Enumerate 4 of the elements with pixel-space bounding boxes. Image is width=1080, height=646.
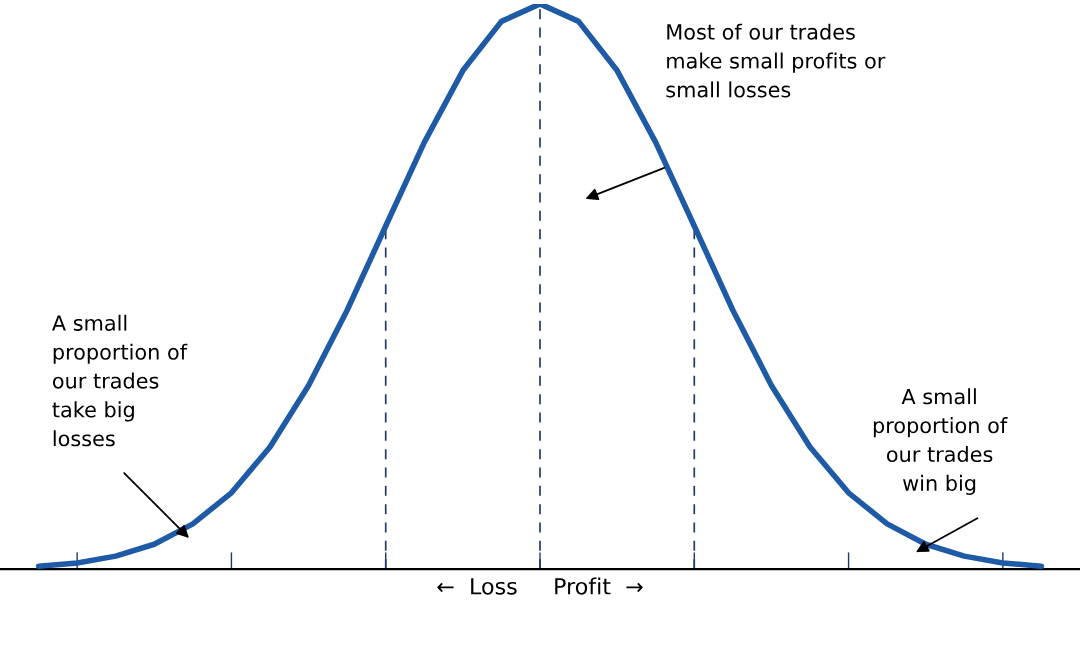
annotation: Most of our trades make small profits or small losses <box>666 23 886 98</box>
x-axis-title: ← Loss Profit → <box>437 577 643 595</box>
annotation: A small proportion of our trades win big <box>873 388 1008 496</box>
annotation: A small proportion of our trades take big losses <box>52 314 188 447</box>
